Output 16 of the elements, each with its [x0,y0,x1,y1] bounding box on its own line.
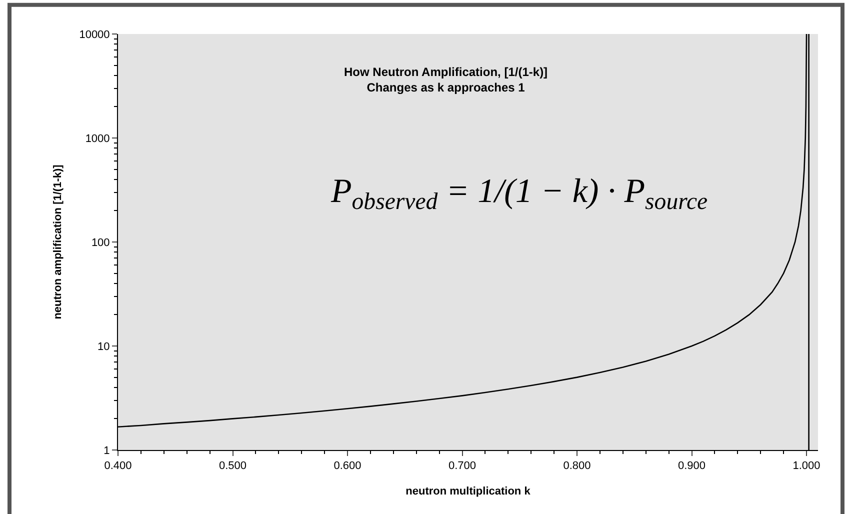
annotation: P$_{observed}$ = 1/(1 − k) · P$_{source}$ [330,173,708,216]
y-tick-label: 1000 [85,132,110,145]
y-tick-label: 100 [91,236,110,249]
y-tick-label: 1 [104,444,110,457]
x-tick-label: 0.800 [563,460,591,472]
x-tick-label: 0.900 [678,460,706,472]
text: How Neutron Amplification, [1/(1-k)] Changes as k approaches 1 [344,65,548,95]
x-tick-label: 0.400 [104,460,132,472]
y-axis-title: neutron amplification [1/(1-k)] [52,164,64,320]
y-tick-label: 10000 [79,28,110,41]
x-tick-label: 1.000 [792,460,820,472]
y-tick-label: 10 [98,340,110,353]
x-tick-label: 0.700 [448,460,476,472]
x-tick-label: 0.500 [218,460,247,472]
x-axis-title: neutron multiplication k [406,485,532,498]
x-tick-label: 0.600 [334,460,362,472]
